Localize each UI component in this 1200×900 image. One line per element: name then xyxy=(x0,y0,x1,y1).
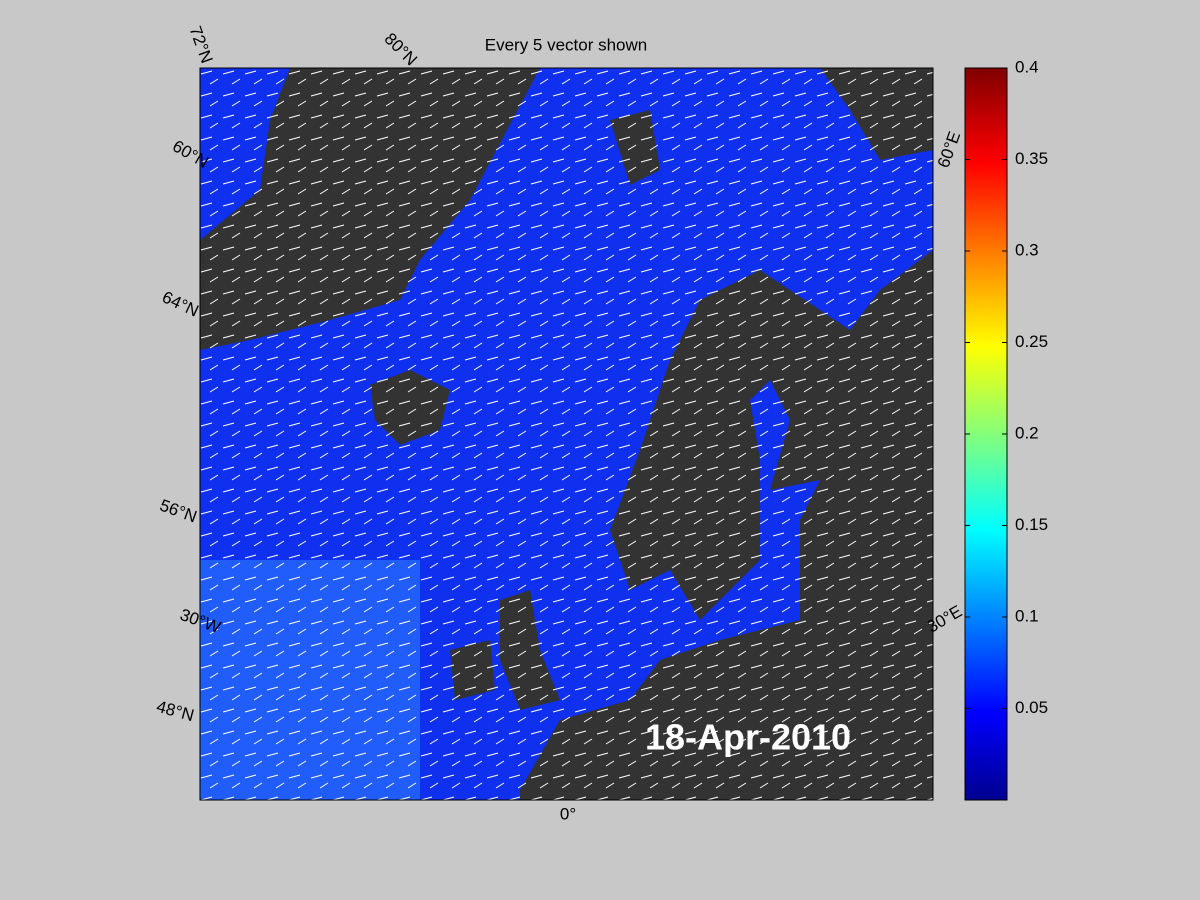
graticule-label: 72°N xyxy=(186,24,217,66)
title: Every 5 vector shown xyxy=(485,35,648,54)
graticule-label: 48°N xyxy=(154,697,196,725)
colorbar-tick-label: 0.3 xyxy=(1015,240,1039,259)
colorbar-tick-label: 0.25 xyxy=(1015,332,1048,351)
colorbar-tick-label: 0.4 xyxy=(1015,57,1039,76)
graticule-label: 60°E xyxy=(934,129,965,170)
date-label: 18-Apr-2010 xyxy=(645,717,851,758)
colorbar-tick-label: 0.15 xyxy=(1015,515,1048,534)
colorbar-tick-label: 0.1 xyxy=(1015,606,1039,625)
graticule-label: 80°N xyxy=(381,29,421,69)
map-frame xyxy=(199,67,934,801)
colorbar xyxy=(964,67,1008,801)
map xyxy=(200,68,933,800)
colorbar-tick-label: 0.35 xyxy=(1015,149,1048,168)
graticule-label: 56°N xyxy=(157,496,199,527)
graticule-label: 64°N xyxy=(159,287,201,320)
graticule-label: 0° xyxy=(560,804,576,823)
colorbar-tick-label: 0.2 xyxy=(1015,423,1039,442)
colorbar-tick-label: 0.05 xyxy=(1015,698,1048,717)
